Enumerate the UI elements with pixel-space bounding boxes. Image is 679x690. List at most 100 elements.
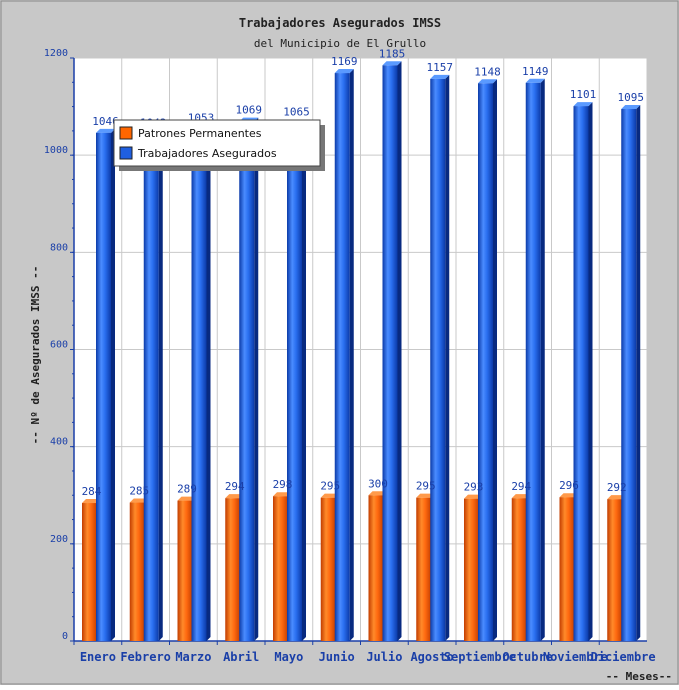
x-tick-label: Noviembre: [543, 650, 608, 664]
legend-label-patrones: Patrones Permanentes: [138, 127, 262, 140]
value-label: 298: [273, 478, 293, 491]
y-axis-label: -- Nº de Asegurados IMSS --: [29, 266, 42, 445]
value-label: 294: [511, 480, 531, 493]
x-tick-label: Julio: [366, 650, 402, 664]
x-axis-label: -- Meses--: [606, 670, 672, 683]
value-label: 300: [368, 477, 388, 490]
value-label: 296: [559, 479, 579, 492]
x-tick-label: Octubre: [502, 650, 553, 664]
value-label: 1169: [331, 55, 358, 68]
value-label: 1046: [92, 115, 119, 128]
y-tick-label: 1200: [44, 48, 68, 59]
legend-swatch-patrones: [119, 126, 133, 140]
bar-trabajadores-side: [493, 79, 497, 642]
value-label: 284: [82, 485, 102, 498]
bar-trabajadores: [334, 73, 350, 641]
value-label: 1148: [474, 65, 501, 78]
value-label: 1069: [236, 104, 263, 117]
x-tick-label: Septiembre: [444, 650, 516, 664]
bar-patrones: [511, 498, 527, 641]
chart-title: Trabajadores Asegurados IMSS: [239, 16, 441, 30]
y-tick-label: 1000: [44, 145, 68, 156]
bar-trabajadores: [430, 78, 446, 642]
value-label: 295: [416, 480, 436, 493]
y-tick-label: 400: [50, 437, 68, 448]
bar-trabajadores: [96, 132, 111, 641]
value-label: 1065: [283, 106, 310, 119]
bar-patrones: [559, 497, 575, 641]
value-label: 1095: [618, 91, 645, 104]
bar-patrones: [273, 496, 288, 641]
value-label: 1149: [522, 65, 549, 78]
bar-trabajadores: [239, 121, 255, 641]
bar-patrones: [320, 497, 336, 641]
bar-trabajadores-side: [206, 125, 211, 642]
legend: Patrones Permanentes Trabajadores Asegur…: [113, 119, 325, 171]
bar-trabajadores: [143, 134, 159, 642]
bar-trabajadores-top: [621, 105, 641, 110]
bar-trabajadores: [525, 82, 541, 642]
value-label: 1101: [570, 88, 597, 101]
bar-trabajadores-side: [349, 69, 354, 641]
bars-group: [82, 61, 641, 642]
chart-subtitle: del Municipio de El Grullo: [254, 37, 426, 50]
x-tick-label: Agosto: [410, 650, 453, 664]
y-axis-ticks: 0 200 400 600 800 1000 1200: [44, 48, 74, 642]
value-label: 1157: [427, 61, 454, 74]
bar-trabajadores-side: [158, 130, 163, 642]
x-tick-label: Mayo: [274, 650, 303, 664]
y-tick-label: 0: [62, 631, 68, 642]
value-label: 1185: [379, 47, 406, 60]
bar-patrones: [82, 503, 97, 641]
value-labels: 284 285 289 294 298 295 300 295 293 294 296 292 1046…: [82, 47, 644, 498]
bar-patrones: [225, 498, 241, 641]
bar-trabajadores-top: [382, 61, 402, 66]
bar-trabajadores-side: [254, 117, 259, 641]
bar-trabajadores-top: [430, 74, 450, 79]
value-label: 289: [177, 483, 197, 496]
bar-patrones: [464, 498, 479, 641]
bar-patrones: [129, 502, 145, 641]
bar-trabajadores-side: [636, 105, 641, 641]
bar-trabajadores-top: [334, 69, 354, 74]
y-tick-label: 200: [50, 534, 68, 545]
bar-patrones: [368, 495, 384, 641]
legend-label-trabajadores: Trabajadores Asegurados: [137, 147, 277, 160]
x-tick-label: Marzo: [175, 650, 211, 664]
bar-trabajadores-side: [540, 78, 545, 642]
bar-trabajadores: [573, 106, 589, 641]
bar-trabajadores: [382, 65, 398, 642]
x-axis-ticks: Enero Febrero Marzo Abril Mayo Junio Julio Agos…: [73, 641, 656, 664]
bar-trabajadores-top: [478, 79, 497, 84]
x-tick-label: Diciembre: [591, 650, 656, 664]
value-label: 285: [129, 485, 149, 498]
value-label: 295: [320, 480, 340, 493]
bar-trabajadores-top: [525, 78, 545, 83]
legend-swatch-trabajadores: [119, 146, 133, 160]
bar-patrones: [416, 497, 432, 641]
bar-trabajadores-side: [302, 119, 306, 641]
x-tick-label: Junio: [319, 650, 355, 664]
bar-trabajadores-side: [445, 74, 450, 642]
bar-trabajadores: [621, 109, 637, 641]
bar-trabajadores: [478, 83, 493, 642]
bar-trabajadores-side: [111, 128, 115, 641]
bar-trabajadores: [287, 123, 302, 641]
x-tick-label: Abril: [223, 650, 259, 664]
bar-trabajadores-top: [573, 102, 593, 107]
bar-trabajadores: [191, 129, 207, 642]
y-tick-label: 600: [50, 340, 68, 351]
x-tick-label: Enero: [80, 650, 116, 664]
x-tick-label: Febrero: [120, 650, 171, 664]
value-label: 292: [607, 481, 627, 494]
bar-trabajadores-top: [96, 128, 115, 133]
value-label: 293: [464, 481, 484, 494]
value-label: 294: [225, 480, 245, 493]
bar-patrones: [607, 499, 623, 641]
legend-box: [113, 119, 321, 167]
bar-trabajadores-side: [397, 61, 402, 642]
bar-patrones: [177, 500, 193, 641]
